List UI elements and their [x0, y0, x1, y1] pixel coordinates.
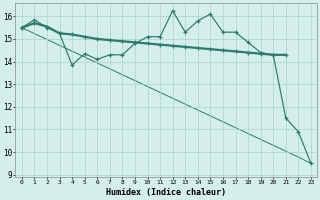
X-axis label: Humidex (Indice chaleur): Humidex (Indice chaleur): [106, 188, 226, 197]
